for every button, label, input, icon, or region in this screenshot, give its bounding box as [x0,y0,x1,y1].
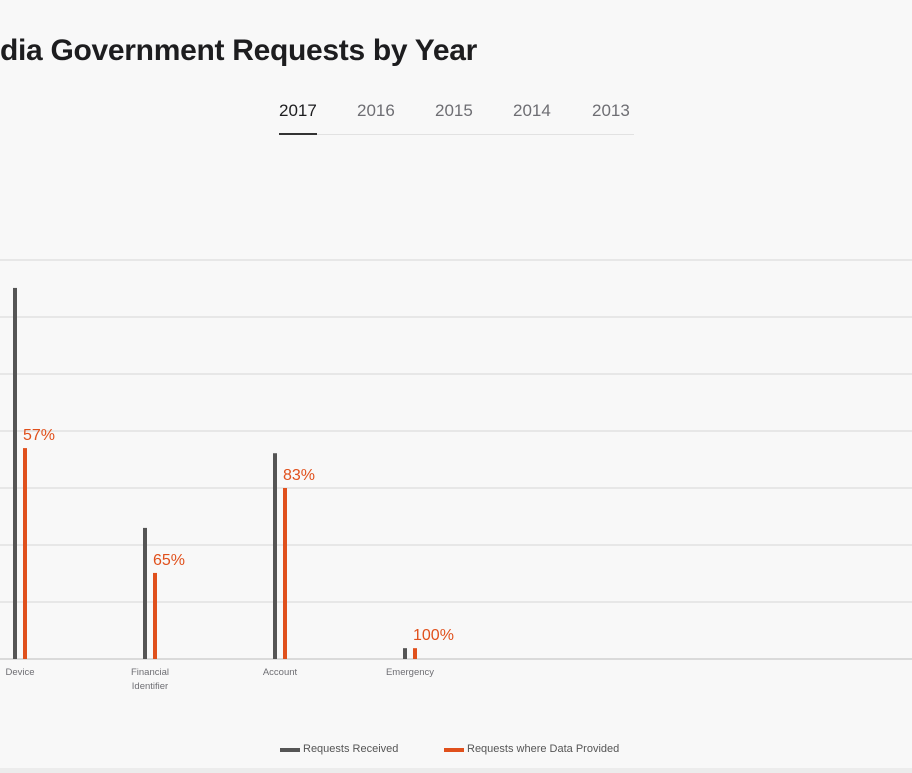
tab-divider [279,134,634,135]
x-tick-label: Financial Identifier [130,667,170,692]
bar [143,527,147,659]
legend-label: Requests where Data Provided [467,743,620,755]
year-tab[interactable]: 2015 [435,101,473,120]
value-label: 100% [413,627,454,644]
bar [403,648,407,659]
active-tab-underline [279,133,317,135]
year-tab[interactable]: 2014 [513,101,551,120]
year-tab[interactable]: 2013 [592,101,630,120]
legend-label: Requests Received [303,743,399,755]
year-tab[interactable]: 2017 [279,101,317,120]
bar [13,287,17,659]
value-label: 57% [23,427,55,444]
page-title: dia Government Requests by Year [0,34,477,67]
x-tick-label: Account [262,667,298,678]
value-label: 65% [153,552,185,569]
value-label: 83% [283,467,315,484]
bar [283,488,287,659]
bar [413,648,417,659]
legend-swatch [280,748,300,752]
legend-swatch [444,748,464,752]
x-tick-label: Emergency [385,667,435,678]
bar [23,448,27,659]
bar [153,572,157,659]
year-tab[interactable]: 2016 [357,101,395,120]
x-tick-label: Device [5,667,35,678]
bottom-strip [0,768,912,773]
bar [273,453,277,659]
